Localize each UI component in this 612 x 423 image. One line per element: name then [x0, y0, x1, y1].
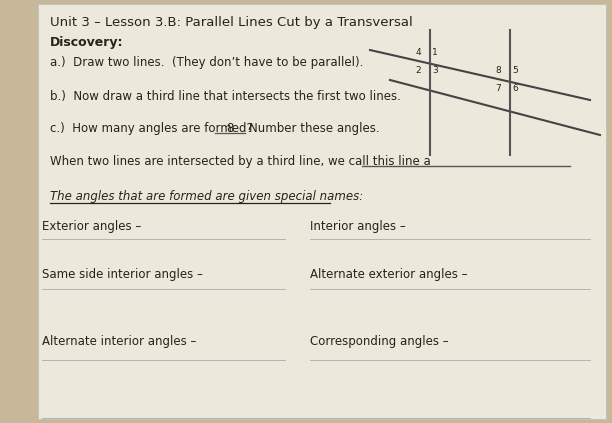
Text: 2: 2: [416, 66, 421, 74]
Text: a.)  Draw two lines.  (They don’t have to be parallel).: a.) Draw two lines. (They don’t have to …: [50, 56, 364, 69]
Text: c.)  How many angles are formed?: c.) How many angles are formed?: [50, 122, 253, 135]
Text: When two lines are intersected by a third line, we call this line a: When two lines are intersected by a thir…: [50, 155, 435, 168]
Text: The angles that are formed are given special names:: The angles that are formed are given spe…: [50, 190, 364, 203]
Text: Exterior angles –: Exterior angles –: [42, 220, 141, 233]
Text: 8: 8: [495, 66, 501, 75]
Text: 4: 4: [416, 48, 421, 57]
Text: Discovery:: Discovery:: [50, 36, 124, 49]
Text: Unit 3 – Lesson 3.B: Parallel Lines Cut by a Transversal: Unit 3 – Lesson 3.B: Parallel Lines Cut …: [50, 16, 412, 29]
Text: 7: 7: [495, 84, 501, 93]
Text: Corresponding angles –: Corresponding angles –: [310, 335, 449, 348]
Text: Alternate interior angles –: Alternate interior angles –: [42, 335, 196, 348]
FancyBboxPatch shape: [38, 4, 606, 419]
Text: Alternate exterior angles –: Alternate exterior angles –: [310, 268, 468, 281]
Text: 1: 1: [432, 48, 438, 57]
Text: 6: 6: [512, 84, 518, 93]
Text: Interior angles –: Interior angles –: [310, 220, 406, 233]
Text: Same side interior angles –: Same side interior angles –: [42, 268, 203, 281]
Text: Number these angles.: Number these angles.: [249, 122, 379, 135]
Text: 3: 3: [432, 66, 438, 74]
Text: 8: 8: [226, 122, 233, 135]
Text: 5: 5: [512, 66, 518, 75]
Text: b.)  Now draw a third line that intersects the first two lines.: b.) Now draw a third line that intersect…: [50, 90, 401, 103]
